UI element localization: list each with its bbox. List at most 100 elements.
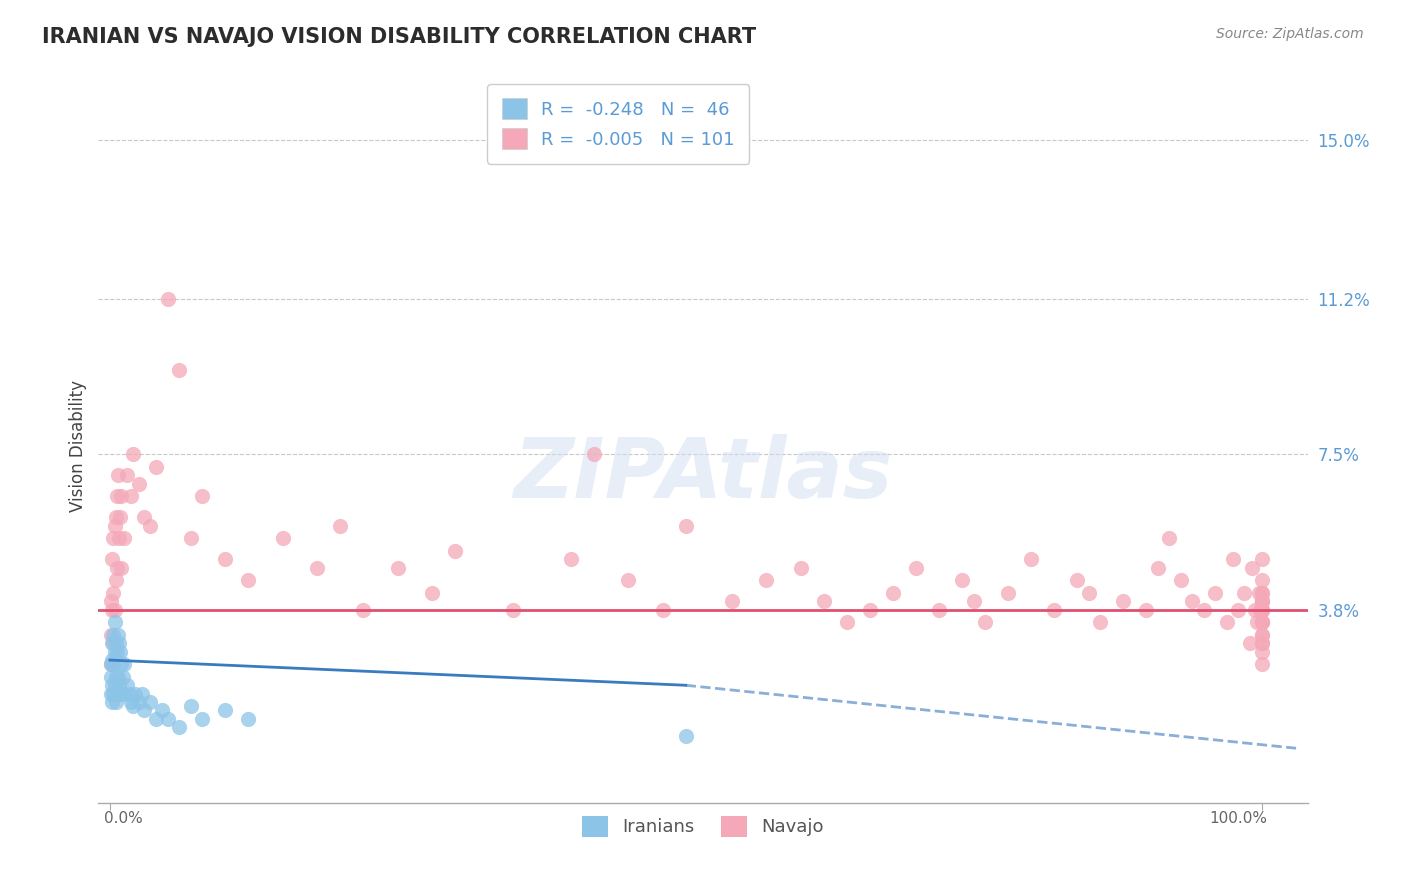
Point <box>974 615 997 630</box>
Point <box>110 489 132 503</box>
Point <box>100 687 122 701</box>
Point <box>145 712 167 726</box>
Point <box>582 447 605 461</box>
Point <box>1043 603 1066 617</box>
Point <box>107 670 129 684</box>
Point <box>1204 586 1226 600</box>
Point <box>1250 615 1272 630</box>
Point <box>329 518 352 533</box>
Point <box>103 586 125 600</box>
Point <box>100 657 122 672</box>
Point <box>928 603 950 617</box>
Point <box>101 603 124 617</box>
Point <box>1090 615 1112 630</box>
Point <box>156 292 179 306</box>
Point <box>110 560 132 574</box>
Point <box>115 468 138 483</box>
Point <box>1066 574 1088 588</box>
Point <box>214 552 236 566</box>
Point <box>191 489 214 503</box>
Point <box>103 532 125 546</box>
Point <box>1250 645 1272 659</box>
Point <box>1250 603 1272 617</box>
Point <box>100 594 122 608</box>
Point <box>101 636 124 650</box>
Point <box>120 489 142 503</box>
Point <box>103 678 125 692</box>
Point <box>1192 603 1215 617</box>
Point <box>1019 552 1042 566</box>
Point <box>1243 603 1265 617</box>
Point <box>167 363 190 377</box>
Text: IRANIAN VS NAVAJO VISION DISABILITY CORRELATION CHART: IRANIAN VS NAVAJO VISION DISABILITY CORR… <box>42 27 756 46</box>
Point <box>1250 615 1272 630</box>
Point <box>150 703 173 717</box>
Point <box>1250 615 1272 630</box>
Point <box>105 687 128 701</box>
Point <box>1250 603 1272 617</box>
Point <box>124 687 146 701</box>
Point <box>352 603 374 617</box>
Point <box>271 532 294 546</box>
Point <box>110 657 132 672</box>
Point <box>112 532 135 546</box>
Point <box>108 636 131 650</box>
Point <box>214 703 236 717</box>
Point <box>1181 594 1204 608</box>
Point <box>1250 628 1272 642</box>
Point <box>882 586 904 600</box>
Point <box>1250 574 1272 588</box>
Point <box>755 574 778 588</box>
Point <box>1250 628 1272 642</box>
Point <box>1250 586 1272 600</box>
Point <box>1112 594 1135 608</box>
Point <box>118 687 141 701</box>
Point <box>134 510 156 524</box>
Point <box>617 574 640 588</box>
Point <box>111 670 134 684</box>
Point <box>100 657 122 672</box>
Text: 100.0%: 100.0% <box>1209 812 1267 826</box>
Point <box>502 603 524 617</box>
Point <box>100 670 122 684</box>
Point <box>997 586 1019 600</box>
Point <box>1147 560 1170 574</box>
Point <box>859 603 882 617</box>
Point <box>444 544 467 558</box>
Point <box>114 687 136 701</box>
Point <box>387 560 409 574</box>
Point <box>110 645 132 659</box>
Point <box>103 628 125 642</box>
Point <box>1250 552 1272 566</box>
Point <box>104 670 127 684</box>
Point <box>1233 586 1256 600</box>
Point <box>1249 603 1271 617</box>
Point <box>110 510 132 524</box>
Point <box>103 636 125 650</box>
Point <box>1239 636 1261 650</box>
Point <box>103 657 125 672</box>
Point <box>1246 615 1268 630</box>
Point <box>1250 586 1272 600</box>
Point <box>1222 552 1244 566</box>
Text: Source: ZipAtlas.com: Source: ZipAtlas.com <box>1216 27 1364 41</box>
Point <box>1250 594 1272 608</box>
Point <box>128 695 150 709</box>
Point <box>139 518 162 533</box>
Point <box>156 712 179 726</box>
Point <box>1250 594 1272 608</box>
Point <box>108 678 131 692</box>
Point <box>104 510 127 524</box>
Point <box>108 532 131 546</box>
Point <box>115 678 138 692</box>
Point <box>950 574 973 588</box>
Point <box>107 628 129 642</box>
Point <box>835 615 858 630</box>
Point <box>1216 615 1239 630</box>
Point <box>180 699 202 714</box>
Point <box>120 695 142 709</box>
Point <box>720 594 742 608</box>
Point <box>100 628 122 642</box>
Point <box>1250 594 1272 608</box>
Point <box>905 560 928 574</box>
